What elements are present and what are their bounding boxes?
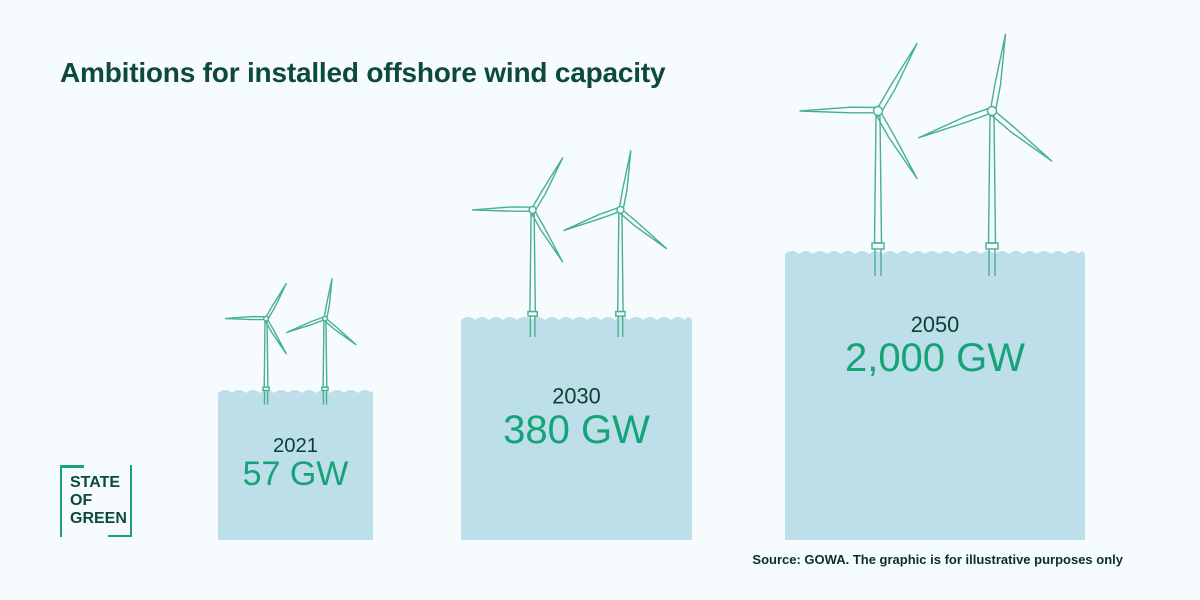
year-label: 2021 [273,435,318,457]
wind-turbine-icon [224,282,287,405]
water-bar [461,317,692,540]
logo-line-1: STATE [70,474,121,491]
chart-title: Ambitions for installed offshore wind ca… [60,57,666,88]
water-bar [218,390,373,540]
value-label: 57 GW [243,455,349,493]
wind-turbine-icon [563,149,668,337]
wind-turbine-icon [918,33,1053,276]
wind-turbine-icon [471,157,564,337]
value-label: 2,000 GW [845,336,1025,380]
wind-turbine-icon [286,278,357,405]
year-label: 2030 [552,384,601,409]
source-note: Source: GOWA. The graphic is for illustr… [752,552,1123,567]
year-label: 2050 [911,312,960,337]
water-bar [785,251,1085,540]
wind-turbine-icon [799,42,918,276]
value-label: 380 GW [503,408,650,452]
logo-line-2: OF [70,492,93,509]
state-of-green-logo: STATE OF GREEN [60,465,132,537]
logo-line-3: GREEN [70,510,127,527]
